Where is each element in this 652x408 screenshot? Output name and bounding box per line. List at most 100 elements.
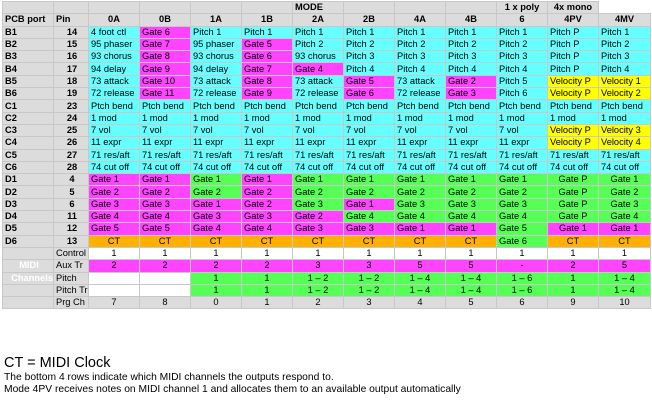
pcb-port-cell: C2 <box>2 111 54 125</box>
output-cell: 74 cut off <box>241 160 293 175</box>
output-cell: 1 mod <box>139 111 191 125</box>
output-cell: Ptch bend <box>139 99 191 113</box>
pin-cell: 13 <box>53 234 89 248</box>
pcb-port-cell: B1 <box>2 25 54 39</box>
output-cell: Gate 6 <box>241 50 293 64</box>
output-cell: 1 mod <box>394 111 446 125</box>
pin-cell: 18 <box>53 74 89 89</box>
midi-channel-cell: 1 <box>241 271 293 285</box>
pin-cell: 11 <box>53 210 89 224</box>
midi-channel-cell: 1 <box>547 246 599 261</box>
header-blank <box>53 0 89 15</box>
output-cell: Ptch bend <box>394 99 446 113</box>
output-cell: Ptch bend <box>598 99 651 113</box>
pcb-port-cell: B4 <box>2 62 54 76</box>
output-cell: 74 cut off <box>394 160 446 175</box>
header-blank <box>445 0 497 15</box>
output-cell: 1 mod <box>598 111 651 125</box>
output-cell: Gate 4 <box>292 62 344 76</box>
midi-side-label-blank <box>2 296 54 310</box>
pcb-port-cell: B6 <box>2 87 54 101</box>
output-cell: 1 mod <box>547 111 599 125</box>
output-cell: Gate 11 <box>139 87 191 101</box>
midi-channel-cell: 1 <box>88 246 140 261</box>
pin-cell: 14 <box>53 25 89 39</box>
pin-cell: 25 <box>53 123 89 138</box>
midi-channel-cell: 3 <box>343 259 395 273</box>
output-cell: 11 expr <box>394 136 446 150</box>
output-cell: Gate 4 <box>496 210 548 224</box>
header-row-2: PCB port Pin 0A 0B 1A 1B 2A 2B 4A 4B 6 4PV 4MV <box>2 13 651 27</box>
output-cell: Gate 3 <box>139 197 191 212</box>
midi-channel-cell <box>88 271 140 285</box>
output-cell: 7 vol <box>88 123 140 138</box>
output-cell: Pitch 4 <box>598 62 651 76</box>
midi-channel-cell: 1 <box>190 271 242 285</box>
output-cell: Velocity P <box>547 87 599 101</box>
output-cell: 7 vol <box>343 123 395 138</box>
output-cell: Gate 6 <box>343 87 395 101</box>
header-blank <box>139 0 191 15</box>
output-cell: Velocity P <box>547 136 599 150</box>
midi-channel-cell: 1 – 2 <box>343 283 395 298</box>
midi-channel-cell: 1 – 2 <box>292 271 344 285</box>
output-cell: 73 attack <box>190 74 242 89</box>
mode-header-2b: 2B <box>343 13 395 27</box>
midi-channel-cell: 1 – 4 <box>445 271 497 285</box>
output-cell: CT <box>292 234 344 248</box>
output-cell: Gate 1 <box>241 173 293 187</box>
pin-cell: 23 <box>53 99 89 113</box>
output-cell: 71 res/aft <box>598 148 651 162</box>
output-cell: 71 res/aft <box>88 148 140 162</box>
output-cell: 11 expr <box>445 136 497 150</box>
output-cell: 7 vol <box>496 123 548 138</box>
output-cell: Gate 4 <box>445 210 497 224</box>
output-cell: 74 cut off <box>343 160 395 175</box>
output-cell: 72 release <box>88 87 140 101</box>
mode-title: MODE <box>292 0 344 15</box>
output-cell: Gate 2 <box>445 185 497 199</box>
pcb-port-cell: D6 <box>2 234 54 248</box>
midi-channel-cell: 1 <box>547 271 599 285</box>
output-cell: 74 cut off <box>598 160 651 175</box>
mode-header-4mv: 4MV <box>598 13 651 27</box>
output-cell: Pitch P <box>547 25 599 39</box>
midi-channel-cell: 9 <box>547 296 599 310</box>
output-cell: Gate 4 <box>394 210 446 224</box>
output-cell: Gate 3 <box>292 222 344 236</box>
output-cell: Gate 4 <box>88 210 140 224</box>
output-cell: Pitch 1 <box>292 25 344 39</box>
midi-row-label: Prg Ch <box>53 296 89 310</box>
output-cell: Gate 5 <box>139 222 191 236</box>
midi-mode-table: MODE 1 x poly 4x mono PCB port Pin 0A 0B 1A 1B 2A… <box>2 0 651 310</box>
output-cell: Gate 5 <box>496 222 548 236</box>
output-cell: Ptch bend <box>496 99 548 113</box>
pin-cell: 17 <box>53 62 89 76</box>
midi-channel-cell: 1 – 4 <box>445 283 497 298</box>
midi-row: MIDI Aux Tr 2 2 2 2 3 3 5 5-2 5 <box>2 259 651 273</box>
pcb-port-cell: C4 <box>2 136 54 150</box>
header-blank <box>241 0 293 15</box>
output-cell: Gate 2 <box>496 185 548 199</box>
output-cell: Gate 2 <box>190 185 242 199</box>
mode-header-2a: 2A <box>292 13 344 27</box>
output-cell: Pitch 4 <box>343 62 395 76</box>
output-cell: 11 expr <box>292 136 344 150</box>
pin-cell: 5 <box>53 185 89 199</box>
output-cell: CT <box>343 234 395 248</box>
pin-header: Pin <box>53 13 89 27</box>
output-cell: Gate 2 <box>292 210 344 224</box>
output-cell: 94 delay <box>88 62 140 76</box>
output-cell: Gate 4 <box>190 222 242 236</box>
output-cell: 94 delay <box>190 62 242 76</box>
midi-channel-cell: 8 <box>139 296 191 310</box>
output-cell: Pitch 1 <box>241 25 293 39</box>
pin-cell: 27 <box>53 148 89 162</box>
output-cell: 1 mod <box>343 111 395 125</box>
output-cell: Gate 2 <box>139 185 191 199</box>
output-cell: Gate 9 <box>241 87 293 101</box>
table-row: C1 23 Ptch bend Ptch bend Ptch bend Ptch bend… <box>2 99 651 113</box>
header-blank <box>2 0 54 15</box>
midi-channel-cell: 1 <box>394 246 446 261</box>
